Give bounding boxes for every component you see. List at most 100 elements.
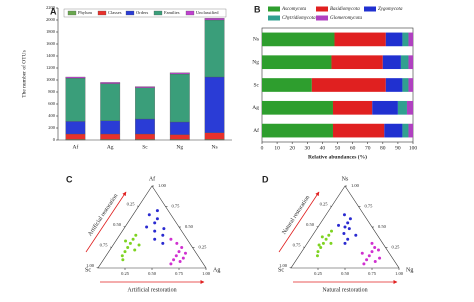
- panel-label: C: [66, 174, 73, 184]
- bar-segment: [402, 78, 409, 92]
- bar-segment: [65, 121, 86, 135]
- point: [155, 209, 159, 213]
- ternary-tick-label: 0.25: [392, 245, 401, 250]
- y-tick-label: Sc: [254, 82, 260, 88]
- x-axis-label: Relative abundances (%): [308, 153, 367, 160]
- y-tick-label: 1200: [46, 65, 56, 70]
- ternary-tick: [137, 205, 139, 207]
- y-tick-label: Ns: [253, 37, 259, 43]
- point: [169, 262, 173, 266]
- point: [183, 251, 187, 255]
- y-tick-label: 1800: [46, 29, 56, 34]
- y-tick-label: 600: [48, 101, 56, 106]
- vertex-label: Sc: [85, 267, 91, 273]
- y-tick-label: 2000: [46, 17, 56, 22]
- bar-segment: [204, 132, 225, 140]
- x-tick-label: 60: [350, 145, 356, 151]
- bar-segment: [135, 87, 155, 120]
- ternary-tick-label: 1.00: [158, 183, 167, 188]
- legend-label: Orders: [136, 10, 148, 15]
- bar-segment: [408, 55, 413, 70]
- ternary-tick-label: 0.75: [175, 271, 184, 276]
- bar-segment: [408, 32, 413, 47]
- point: [342, 232, 346, 236]
- point: [317, 243, 321, 247]
- point: [370, 250, 374, 254]
- point: [362, 262, 366, 266]
- point: [370, 241, 374, 245]
- point: [347, 227, 351, 231]
- point: [373, 246, 377, 249]
- legend-swatch: [316, 6, 328, 12]
- y-tick-label: 200: [48, 125, 56, 130]
- bar-segment: [385, 78, 403, 92]
- bar-segment: [169, 73, 190, 123]
- legend-swatch: [185, 10, 195, 16]
- point: [124, 239, 128, 243]
- annotation: Natural restoration: [281, 195, 311, 236]
- point: [376, 248, 380, 252]
- bar-segment: [100, 83, 121, 121]
- legend-label: Unclassified: [196, 10, 219, 15]
- point: [320, 235, 324, 239]
- bar-segment: [169, 121, 190, 135]
- bar-segment: [262, 55, 332, 70]
- x-tick-label: 0: [261, 145, 264, 151]
- vertex-label: Ns: [342, 176, 349, 182]
- vertex-label: Af: [149, 175, 155, 182]
- bar-segment: [262, 78, 312, 92]
- point: [177, 250, 181, 254]
- bar-segment: [402, 32, 409, 47]
- bar-segment: [65, 133, 86, 140]
- point: [181, 256, 185, 260]
- ternary-tick-label: 0.25: [127, 202, 136, 207]
- ternary-tick-label: 0.25: [320, 202, 329, 207]
- bar-segment: [262, 100, 333, 115]
- bar-segment: [204, 18, 225, 21]
- legend-label: Families: [164, 10, 180, 15]
- ternary-tick: [123, 226, 126, 228]
- point: [145, 225, 149, 229]
- ternary-tick-label: 1.00: [279, 263, 288, 268]
- legend-swatch: [316, 15, 328, 21]
- legend-label: Ascomycota: [281, 7, 307, 12]
- ternary-tick-label: 0.50: [148, 271, 157, 276]
- point: [316, 250, 320, 254]
- vertex-label: Ag: [213, 267, 220, 273]
- bar-segment: [332, 100, 373, 115]
- annotation: Artificial restoration: [127, 286, 176, 293]
- ternary-tick: [330, 205, 332, 207]
- ternary-tick-label: 0.25: [199, 245, 208, 250]
- ternary-tick-label: 0.75: [293, 243, 302, 248]
- ternary-tick-label: 0.25: [121, 271, 130, 276]
- point: [178, 259, 182, 263]
- point: [365, 258, 369, 262]
- x-tick-label: 100: [409, 145, 418, 151]
- ternary-tick-label: 0.50: [306, 222, 315, 227]
- legend-label: Chytridiomycota: [282, 16, 316, 21]
- point: [319, 246, 323, 249]
- ternary-tick-label: 1.00: [86, 263, 95, 268]
- point: [128, 241, 132, 245]
- point: [354, 233, 358, 237]
- vertex-label: Ng: [406, 267, 413, 273]
- bar-segment: [100, 133, 121, 140]
- bar-segment: [262, 32, 335, 47]
- bar-segment: [204, 76, 225, 133]
- bar-segment: [408, 78, 413, 92]
- x-tick-label: 20: [289, 145, 295, 151]
- legend-label: Glomeromycota: [330, 16, 363, 21]
- bar-segment: [384, 123, 403, 138]
- point: [367, 254, 371, 258]
- y-axis-label: The number of OTUs: [20, 50, 27, 98]
- point: [126, 246, 130, 249]
- x-tick-label: Ag: [107, 144, 114, 150]
- point: [343, 241, 347, 245]
- point: [321, 241, 325, 245]
- x-tick-label: 70: [365, 145, 371, 151]
- ternary-tick-label: 0.75: [100, 243, 109, 248]
- bar-segment: [135, 118, 155, 135]
- point: [346, 237, 350, 241]
- x-tick-label: Ng: [176, 144, 183, 150]
